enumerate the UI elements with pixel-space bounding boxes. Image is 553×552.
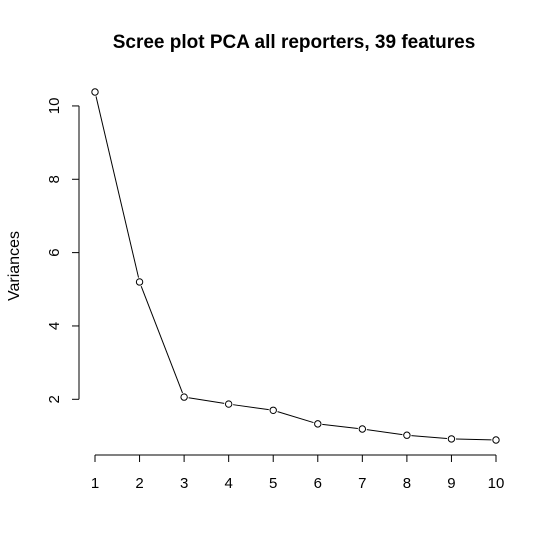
axes: 1 2 3 4 5 6 7 8 9 10 2 4 6 8 10 — [46, 98, 504, 492]
series-line-segment — [411, 436, 447, 439]
x-tick-label: 2 — [135, 475, 143, 492]
series-line-segment — [456, 439, 492, 440]
data-point — [315, 421, 321, 427]
x-tick-label: 10 — [488, 475, 505, 492]
y-axis-label: Variances — [6, 231, 23, 301]
data-point — [225, 401, 231, 407]
chart-title: Scree plot PCA all reporters, 39 feature… — [113, 32, 476, 53]
y-tick-label: 8 — [46, 175, 63, 183]
x-tick-label: 9 — [447, 475, 455, 492]
x-tick-label: 5 — [269, 475, 277, 492]
x-tick-label: 6 — [314, 475, 322, 492]
x-tick-label: 3 — [180, 475, 188, 492]
series-line-segment — [367, 430, 403, 435]
y-tick-label: 10 — [46, 98, 63, 115]
data-point — [136, 279, 142, 285]
data-point — [181, 394, 187, 400]
data-point — [448, 436, 454, 442]
x-tick-label: 4 — [224, 475, 232, 492]
series-line-segment — [278, 412, 314, 423]
data-point — [359, 426, 365, 432]
x-tick-label: 7 — [358, 475, 366, 492]
series-line-segment — [189, 398, 225, 404]
data-point — [404, 432, 410, 438]
y-tick-label: 4 — [46, 322, 63, 330]
data-point — [270, 407, 276, 413]
series-line-segment — [233, 405, 269, 410]
series-variances — [92, 89, 499, 443]
data-point — [92, 89, 98, 95]
series-line-segment — [322, 424, 358, 428]
data-point — [493, 437, 499, 443]
y-tick-label: 6 — [46, 248, 63, 256]
series-line-segment — [96, 96, 139, 277]
x-tick-label: 1 — [91, 475, 99, 492]
x-tick-label: 8 — [403, 475, 411, 492]
series-line-segment — [141, 286, 182, 393]
y-tick-label: 2 — [46, 395, 63, 403]
